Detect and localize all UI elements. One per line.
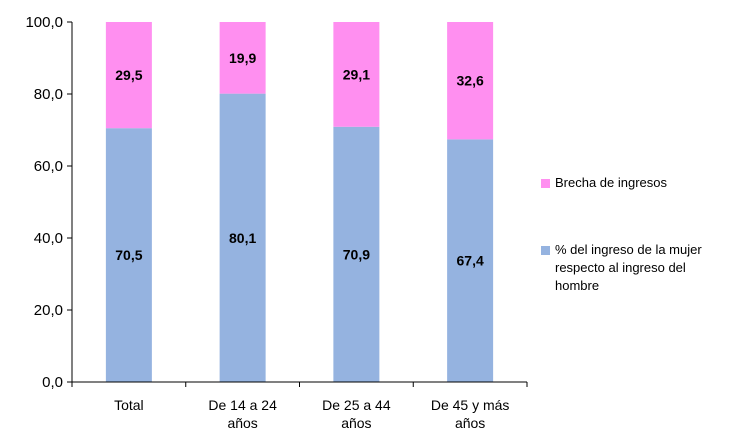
labels-group: 70,5 29,5 80,1 19,9 70,9 29,1 67,4 32,6 (115, 50, 484, 269)
y-tick-label-1: 20,0 (34, 302, 63, 319)
legend-label-0: % del ingreso de la mujer respecto al ing… (555, 242, 702, 293)
bar-s1-c3 (447, 22, 494, 140)
category-label-2: De 25 a 44 años (322, 397, 391, 430)
data-label-s0-c1: 80,1 (229, 230, 256, 246)
bar-s1-c1 (219, 22, 266, 94)
bars-group (105, 22, 494, 382)
y-tick-label-2: 40,0 (34, 230, 63, 247)
legend-swatch-0 (541, 246, 550, 255)
y-tick-label-3: 60,0 (34, 158, 63, 175)
bar-s1-c0 (105, 22, 152, 129)
y-tick-label-5: 100,0 (25, 14, 63, 31)
category-label-0: Total (114, 397, 144, 413)
bar-s1-c2 (333, 22, 380, 127)
data-label-s0-c2: 70,9 (343, 246, 370, 262)
data-label-s0-c0: 70,5 (115, 247, 142, 263)
data-label-s1-c0: 29,5 (115, 67, 142, 83)
legend-label-1: Brecha de ingresos (555, 175, 668, 190)
data-label-s0-c3: 67,4 (457, 253, 484, 269)
axes-group: 0,0 20,0 40,0 60,0 80,0 100,0 Total De 14 a 24 a… (25, 14, 528, 430)
data-label-s1-c3: 32,6 (457, 73, 484, 89)
bar-s0-c1 (219, 93, 266, 382)
category-label-1: De 14 a 24 años (208, 397, 277, 430)
y-tick-label-4: 80,0 (34, 86, 63, 103)
legend-swatch-1 (541, 179, 550, 188)
data-label-s1-c1: 19,9 (229, 50, 256, 66)
bar-s0-c2 (333, 126, 380, 382)
bar-s0-c3 (447, 139, 494, 382)
y-tick-label-0: 0,0 (42, 374, 63, 391)
category-label-3: De 45 y más años (431, 397, 510, 430)
legend: Brecha de ingresos % del ingreso de la mu… (541, 175, 702, 293)
data-label-s1-c2: 29,1 (343, 66, 370, 82)
bar-s0-c0 (105, 128, 152, 382)
